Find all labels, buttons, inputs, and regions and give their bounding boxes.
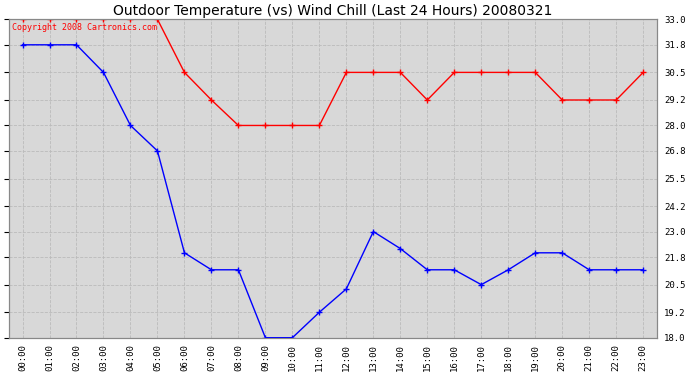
Text: Copyright 2008 Cartronics.com: Copyright 2008 Cartronics.com [12,22,157,32]
Title: Outdoor Temperature (vs) Wind Chill (Last 24 Hours) 20080321: Outdoor Temperature (vs) Wind Chill (Las… [113,4,553,18]
